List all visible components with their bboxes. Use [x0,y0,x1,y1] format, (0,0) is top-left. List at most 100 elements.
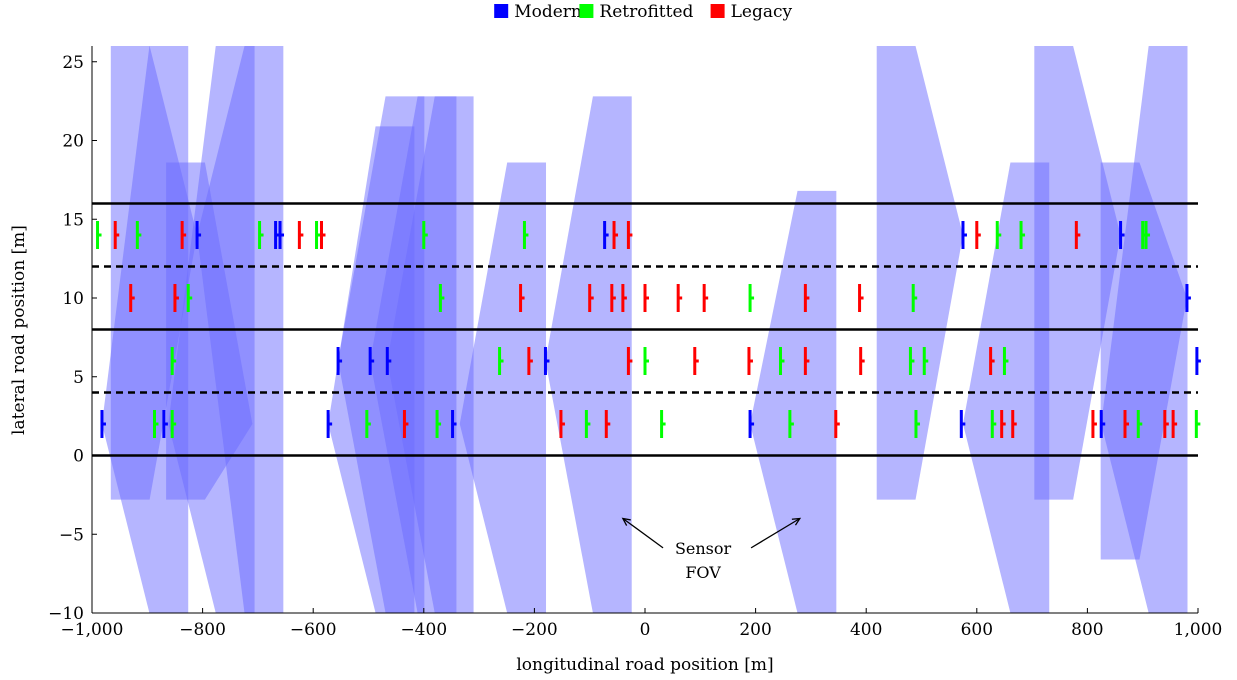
fov-layer [101,46,1188,613]
vehicle-marker-retrofitted [990,410,997,438]
vehicle-marker-retrofitted [778,347,785,375]
vehicle-marker-legacy [621,284,627,312]
x-tick-label: −400 [400,620,447,640]
vehicle-marker-legacy [129,284,135,312]
vehicle-marker-modern [100,410,106,438]
vehicle-marker-legacy [1171,410,1178,438]
vehicle-marker-retrofitted [365,410,371,438]
vehicle-marker-retrofitted [96,221,102,249]
y-axis-title: lateral road position [m] [9,225,29,435]
vehicle-marker-modern [278,221,285,249]
vehicle-marker-legacy [803,347,810,375]
vehicle-marker-modern [1185,284,1191,312]
y-tick-label: 20 [62,132,84,152]
fov-wedge [876,46,963,500]
lane-lines [92,202,1198,457]
vehicle-marker-legacy [113,221,120,249]
vehicle-marker-retrofitted [995,221,1002,249]
vehicle-marker-modern [162,410,168,438]
vehicle-marker-retrofitted [315,221,321,249]
annotation-text: FOV [685,563,721,582]
vehicle-marker-legacy [1000,410,1006,438]
vehicle-marker-legacy [173,284,179,312]
vehicle-marker-modern [451,410,457,438]
x-tick-label: 0 [640,620,651,640]
vehicle-marker-retrofitted [911,284,918,312]
annotation-arrowhead [621,517,631,526]
vehicle-marker-retrofitted [748,284,755,312]
vehicle-marker-retrofitted [914,410,920,438]
annotation-arrow [750,517,801,549]
vehicle-marker-modern [603,221,609,249]
vehicle-marker-retrofitted [498,347,504,375]
vehicle-marker-legacy [297,221,304,249]
legend-label: Legacy [731,2,793,22]
vehicle-marker-legacy [612,221,619,249]
vehicle-marker-legacy [859,347,865,375]
vehicle-marker-modern [336,347,343,375]
vehicle-marker-modern [195,221,202,249]
vehicle-marker-retrofitted [170,347,177,375]
y-tick-label: 5 [73,368,84,388]
vehicle-marker-legacy [626,347,633,375]
y-tick-label: −10 [48,604,84,624]
y-tick-label: 15 [62,210,84,230]
x-tick-label: −200 [511,620,558,640]
y-tick-label: 25 [62,53,84,73]
vehicle-marker-retrofitted [643,347,649,375]
vehicle-marker-legacy [693,347,699,375]
vehicle-marker-legacy [319,221,326,249]
y-tick-label: −5 [59,525,84,545]
legend: Modern Retrofitted Legacy [494,2,792,22]
vehicle-marker-retrofitted [135,221,142,249]
annotation-text: Sensor [675,539,732,558]
vehicle-marker-retrofitted [152,410,159,438]
vehicle-marker-retrofitted [186,284,193,312]
fov-wedge [1034,46,1121,500]
vehicle-marker-legacy [702,284,709,312]
x-tick-label: −1,000 [61,620,124,640]
vehicle-marker-modern [385,347,392,375]
vehicle-marker-legacy [1123,410,1130,438]
vehicle-marker-legacy [834,410,840,438]
vehicle-marker-modern [1099,410,1106,438]
vehicle-marker-modern [961,221,967,249]
vehicle-marker-retrofitted [1002,347,1009,375]
vehicle-marker-legacy [643,284,649,312]
vehicle-marker-legacy [858,284,864,312]
vehicle-marker-legacy [180,221,187,249]
vehicle-marker-modern [1195,347,1201,375]
vehicle-marker-retrofitted [660,410,666,438]
vehicle-marker-modern [368,347,375,375]
fov-wedge [387,96,474,613]
legend-label: Modern [514,2,582,22]
x-tick-label: −600 [290,620,337,640]
x-tick-label: 1,000 [1174,620,1223,640]
annotation-arrow [622,517,664,549]
vehicle-marker-legacy [676,284,683,312]
x-tick-label: 800 [1071,620,1103,640]
axes [91,46,1199,614]
vehicle-marker-legacy [975,221,981,249]
vehicle-marker-legacy [402,410,409,438]
annotation-arrowhead [791,517,802,526]
vehicle-marker-retrofitted [922,347,929,375]
vehicle-marker-legacy [1074,221,1081,249]
fov-wedge [1100,162,1187,560]
legend-swatch [710,4,725,18]
vehicle-marker-retrofitted [170,410,177,438]
vehicle-marker-legacy [610,284,616,312]
vehicle-marker-retrofitted [584,410,591,438]
vehicle-marker-retrofitted [422,221,428,249]
vehicle-marker-modern [1119,221,1125,249]
vehicle-marker-legacy [604,410,611,438]
vehicle-markers [96,221,1201,438]
fov-wedge [110,46,198,500]
vehicle-marker-modern [748,410,755,438]
vehicle-marker-legacy [626,221,633,249]
vehicle-marker-retrofitted [435,410,442,438]
tick-labels: −1,000 −800 −600 −400 −200 0 200 400 600 800 1,000… [48,53,1222,640]
vehicle-marker-legacy [989,347,995,375]
vehicle-marker-retrofitted [258,221,264,249]
